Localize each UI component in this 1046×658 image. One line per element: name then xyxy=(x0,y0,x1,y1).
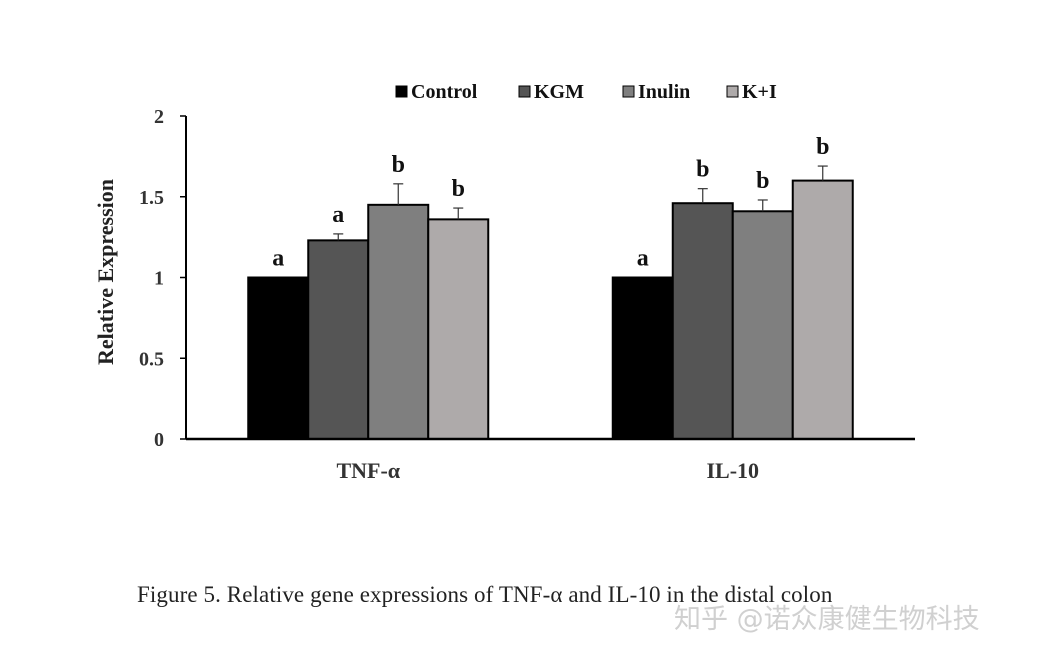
significance-letter: b xyxy=(392,152,405,178)
bar-k-i xyxy=(427,218,490,440)
significance-letter: b xyxy=(816,134,829,160)
significance-letter: b xyxy=(756,168,769,194)
legend: Control KGM Inulin K+I xyxy=(395,81,777,103)
legend-label: Inulin xyxy=(638,81,690,103)
significance-letter: a xyxy=(637,246,649,272)
significance-letter: a xyxy=(332,202,344,228)
significance-letter: b xyxy=(452,176,465,202)
significance-letter: a xyxy=(272,246,284,272)
legend-label: Control xyxy=(411,81,478,103)
watermark: 知乎 @诺众康健生物科技 xyxy=(674,604,980,635)
bar-inulin xyxy=(367,203,430,440)
bar-control xyxy=(611,276,674,440)
bar-kgm xyxy=(307,239,370,440)
y-tick-label: 0 xyxy=(154,429,164,451)
bar-kgm xyxy=(671,202,734,440)
legend-swatch xyxy=(622,85,635,98)
legend-swatch xyxy=(726,85,739,98)
figure-caption: Figure 5. Relative gene expressions of T… xyxy=(137,582,833,607)
x-axis: TNF-α IL-10 xyxy=(186,437,915,483)
bar-k-i xyxy=(791,179,854,440)
y-axis: 0 0.5 1 1.5 2 xyxy=(139,106,187,451)
y-tick-label: 2 xyxy=(154,106,164,128)
bar-control xyxy=(247,276,310,440)
y-tick-label: 1 xyxy=(154,268,164,290)
legend-label: K+I xyxy=(742,81,777,103)
legend-label: KGM xyxy=(534,81,584,103)
x-tick-label: TNF-α xyxy=(336,458,400,483)
y-tick-label: 1.5 xyxy=(139,187,164,209)
y-axis-label: Relative Expression xyxy=(93,179,118,365)
significance-letter: b xyxy=(696,157,709,183)
legend-swatch xyxy=(518,85,531,98)
y-tick-label: 0.5 xyxy=(139,348,164,370)
bar-inulin xyxy=(731,210,794,440)
bars: a a b b a b b b xyxy=(247,134,854,440)
x-tick-label: IL-10 xyxy=(706,458,759,483)
legend-swatch xyxy=(395,85,408,98)
